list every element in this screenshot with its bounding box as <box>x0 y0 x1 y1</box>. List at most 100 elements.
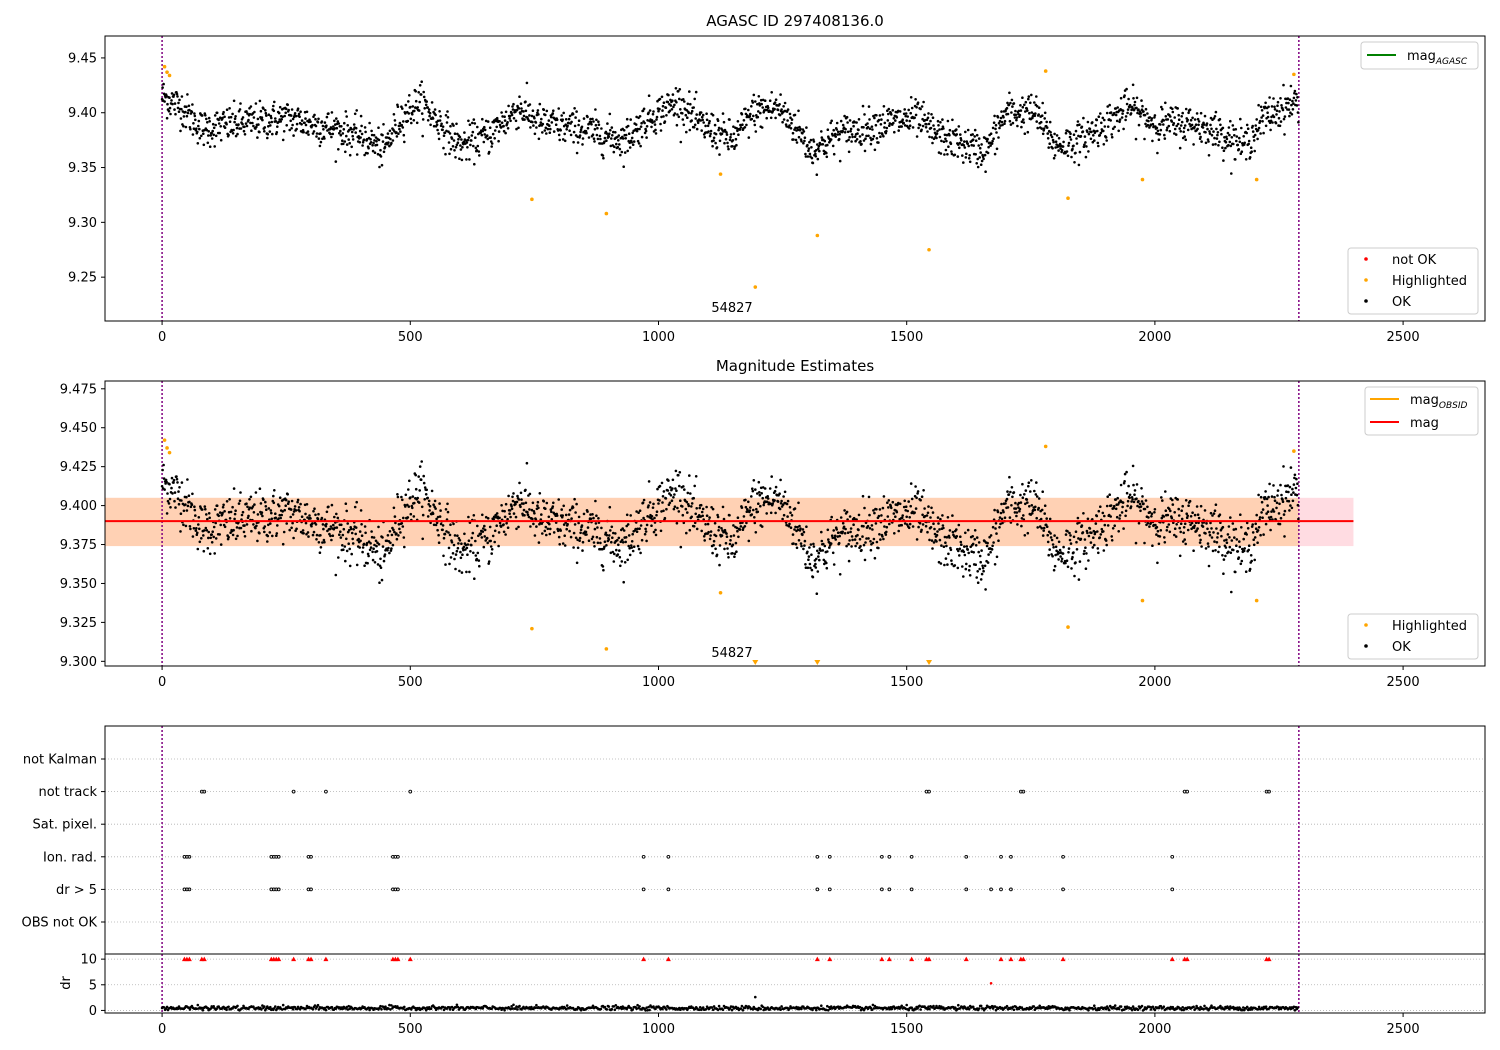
ok-point <box>590 537 594 541</box>
ok-point <box>944 137 947 141</box>
ok-point <box>729 135 732 139</box>
ok-point <box>568 129 571 132</box>
ok-point <box>331 132 335 136</box>
ok-point <box>739 123 742 127</box>
ok-point <box>688 474 691 477</box>
ok-point <box>1035 105 1039 108</box>
ok-point <box>968 160 972 164</box>
ok-point <box>1102 530 1105 533</box>
ok-point <box>468 570 471 574</box>
ok-point <box>1184 107 1188 111</box>
ok-point <box>227 535 230 539</box>
dr-point <box>298 1008 302 1011</box>
ok-point <box>847 138 850 142</box>
ok-point <box>311 522 314 525</box>
ok-point <box>1075 137 1078 140</box>
ok-point <box>610 137 613 140</box>
ok-point <box>754 531 758 534</box>
ok-point <box>1231 522 1235 525</box>
ok-point <box>910 106 914 110</box>
ok-point <box>757 480 761 484</box>
ok-point <box>773 107 776 111</box>
ok-point <box>1149 123 1153 126</box>
ok-point <box>438 502 441 505</box>
ok-point <box>1239 117 1242 121</box>
ok-point <box>1135 497 1138 501</box>
ok-point <box>701 113 705 117</box>
ok-point <box>874 123 878 127</box>
ok-point <box>984 588 987 591</box>
ok-point <box>1046 533 1049 537</box>
ok-point <box>239 491 242 494</box>
ok-point <box>358 546 362 549</box>
ok-point <box>752 508 755 512</box>
ok-point <box>520 498 523 501</box>
ok-point <box>259 502 263 505</box>
ok-point <box>504 502 508 506</box>
ok-point <box>981 564 984 568</box>
ok-point <box>537 541 541 544</box>
ok-point <box>219 125 222 128</box>
ok-point <box>437 541 441 544</box>
ok-point <box>1288 485 1292 489</box>
ok-point <box>1272 115 1276 119</box>
ok-point <box>247 514 250 518</box>
ok-point <box>689 102 692 106</box>
ok-point <box>172 478 176 482</box>
ok-point <box>624 540 627 544</box>
x-tick-label: 1500 <box>890 330 923 345</box>
ok-point <box>1125 470 1128 474</box>
ok-point <box>923 507 926 510</box>
ok-point <box>826 550 829 553</box>
ok-point <box>897 529 900 533</box>
ok-point <box>315 135 318 138</box>
ok-point <box>403 140 406 144</box>
x-tick-label: 1000 <box>642 675 675 690</box>
ok-point <box>770 475 773 478</box>
ok-point <box>801 533 804 537</box>
ok-point <box>492 517 496 521</box>
ok-point <box>522 502 525 505</box>
ok-point <box>762 503 765 507</box>
ok-point <box>1264 522 1268 526</box>
ok-point <box>258 487 262 491</box>
ok-point <box>626 558 629 562</box>
ok-point <box>380 163 384 167</box>
ok-point <box>280 118 284 121</box>
ok-point <box>1068 135 1072 139</box>
ok-point <box>596 541 600 545</box>
flag-point <box>989 887 993 892</box>
ok-point <box>1260 109 1264 112</box>
ok-point <box>172 93 176 97</box>
ok-point <box>931 547 934 550</box>
ok-point <box>1221 554 1224 557</box>
ok-point <box>257 123 260 126</box>
ok-point <box>1163 133 1166 137</box>
ok-point <box>203 505 207 508</box>
ok-point <box>820 136 824 139</box>
ok-point <box>591 133 595 136</box>
ok-point <box>1276 104 1279 107</box>
ok-point <box>429 123 432 127</box>
ok-point <box>751 101 755 104</box>
ok-point <box>446 510 450 514</box>
ok-point <box>938 128 941 131</box>
ok-point <box>993 563 997 566</box>
ok-point <box>267 507 271 510</box>
ok-point <box>653 123 657 126</box>
ok-point <box>597 517 600 520</box>
ok-point <box>787 524 791 528</box>
ok-point <box>682 98 685 101</box>
ok-point <box>361 550 364 554</box>
ok-point <box>951 530 955 534</box>
ok-point <box>301 128 305 132</box>
ok-point <box>986 561 990 564</box>
ok-point <box>920 105 924 108</box>
ok-point <box>242 129 246 133</box>
ok-point <box>581 143 584 146</box>
ok-point <box>665 114 668 117</box>
ok-point <box>907 500 910 503</box>
ok-point <box>1274 121 1278 125</box>
ok-point <box>1203 114 1207 118</box>
ok-point <box>493 529 497 533</box>
